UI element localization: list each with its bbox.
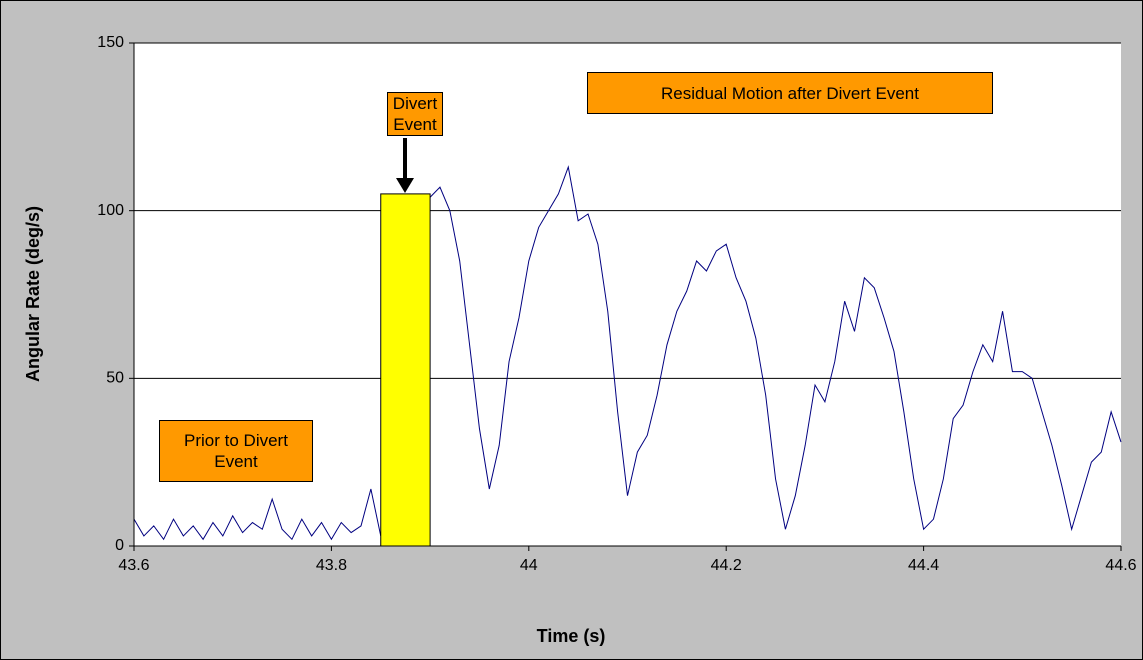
x-tick-label: 44.2 <box>711 557 742 574</box>
highlight-band <box>380 193 431 547</box>
y-tick-label: 100 <box>97 202 124 219</box>
x-tick-label: 43.8 <box>316 557 347 574</box>
x-tick-label: 44.6 <box>1105 557 1136 574</box>
annotation: Residual Motion after Divert Event <box>587 72 993 114</box>
arrow-head <box>396 178 414 193</box>
y-tick-label: 150 <box>97 34 124 51</box>
x-axis-label: Time (s) <box>537 626 606 646</box>
annotation: Divert Event <box>387 92 443 136</box>
x-tick-label: 44.4 <box>908 557 939 574</box>
data-line <box>133 165 1122 541</box>
annotation: Prior to Divert Event <box>159 420 313 482</box>
y-tick-label: 0 <box>115 537 124 554</box>
x-tick-label: 44 <box>520 557 538 574</box>
y-axis-label: Angular Rate (deg/s) <box>23 206 43 382</box>
x-tick-label: 43.6 <box>118 557 149 574</box>
y-tick-label: 50 <box>106 370 124 387</box>
